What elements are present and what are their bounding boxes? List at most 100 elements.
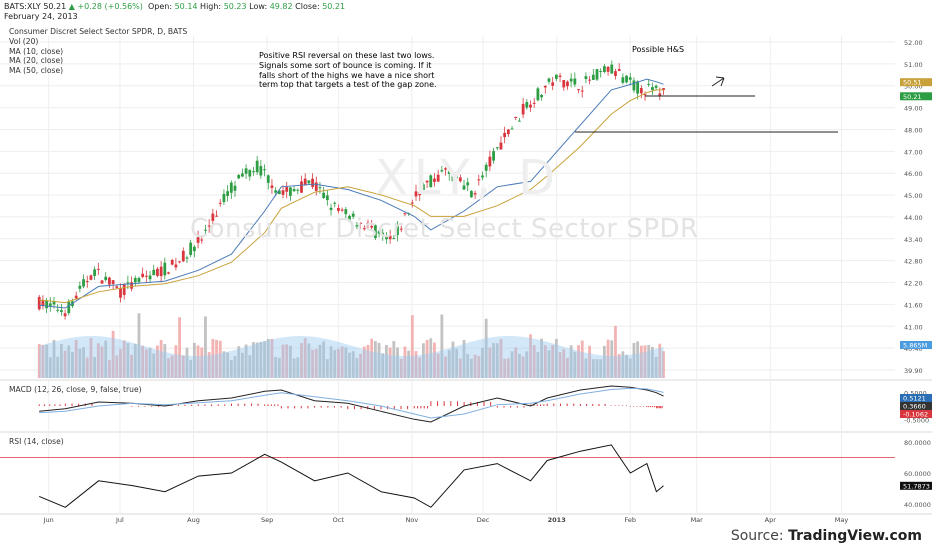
candle-body	[495, 147, 499, 149]
volume-bar	[318, 344, 322, 378]
symbol: BATS:XLY	[4, 2, 41, 11]
macd-last-value: 0.3660	[903, 403, 926, 411]
candle-body	[274, 190, 278, 193]
legend-vol[interactable]: Vol (20)	[9, 36, 39, 46]
candle-body	[355, 225, 359, 227]
candle-body	[252, 171, 255, 173]
candle-body	[178, 261, 181, 263]
volume-bar	[71, 351, 74, 378]
candle-body	[85, 281, 89, 283]
macd-label[interactable]: MACD (12, 26, close, 9, false, true)	[9, 385, 142, 394]
volume-bar	[100, 346, 104, 378]
volume-bar	[407, 350, 411, 378]
volume-bar	[654, 356, 658, 378]
candle-body	[359, 222, 362, 224]
volume-bar	[547, 350, 551, 378]
candle-body	[277, 190, 281, 195]
last-price-tag	[900, 92, 932, 101]
volume-bar	[447, 350, 451, 378]
volume-bar	[385, 345, 388, 378]
volume-bar	[159, 339, 163, 378]
volume-bar	[610, 340, 614, 378]
volume-bar	[285, 344, 289, 378]
legend-ma20[interactable]: MA (20, close)	[9, 56, 64, 66]
volume-bar	[492, 343, 495, 378]
candle-body	[292, 189, 296, 192]
candle-body	[244, 168, 248, 174]
volume-bar	[481, 347, 484, 378]
volume-bar	[85, 357, 89, 378]
volume-bar	[82, 347, 85, 378]
volume-bar	[263, 341, 266, 378]
volume-bar	[444, 356, 447, 378]
candle-body	[625, 75, 628, 83]
volume-bar	[211, 338, 215, 378]
price-tick-label: 52.00	[904, 39, 923, 47]
x-tick-label: Oct	[333, 516, 345, 524]
candle-body	[566, 81, 569, 87]
candle-body	[477, 179, 481, 181]
candle-body	[181, 250, 185, 262]
volume-bar	[514, 347, 518, 378]
candle-body	[514, 116, 518, 118]
volume-bar	[56, 356, 60, 378]
candle-body	[215, 215, 218, 217]
candle-body	[344, 209, 348, 215]
candle-body	[584, 76, 588, 79]
volume-bar	[248, 355, 252, 378]
candle-body	[473, 193, 477, 195]
legend-ma10[interactable]: MA (10, close)	[9, 46, 64, 56]
candle-body	[433, 178, 436, 182]
volume-bar	[580, 340, 584, 378]
rsi-annotation: Positive RSI reversal on these last two …	[259, 51, 437, 90]
volume-bar	[588, 345, 592, 378]
price-tick-label: 51.00	[904, 61, 923, 69]
volume-bar	[377, 342, 381, 378]
candle-body	[237, 175, 241, 179]
volume-bar	[144, 349, 148, 378]
macd-last-tag	[900, 402, 932, 410]
price-tick-label: 44.00	[904, 214, 923, 222]
candle-body	[314, 182, 318, 191]
volume-bar	[510, 351, 514, 378]
candle-body	[167, 272, 170, 274]
candle-body	[396, 226, 399, 236]
volume-bar	[639, 345, 643, 378]
indicator-legend: Consumer Discret Select Sector SPDR, D, …	[9, 27, 187, 76]
candle-body	[654, 85, 658, 88]
candle-body	[506, 129, 510, 135]
candle-body	[133, 277, 137, 283]
volume-bar	[599, 359, 603, 378]
candle-body	[156, 268, 159, 276]
candle-body	[144, 275, 148, 277]
volume-bar	[311, 349, 314, 378]
volume-bar	[167, 358, 170, 378]
candle-body	[185, 257, 189, 259]
volume-bar	[606, 339, 610, 378]
x-tick-label: Jul	[115, 516, 124, 524]
price-tick-label: 48.00	[904, 126, 923, 134]
legend-ma50[interactable]: MA (50, close)	[9, 66, 64, 76]
volume-bar	[647, 344, 651, 378]
candle-body	[285, 187, 289, 192]
rsi-label[interactable]: RSI (14, close)	[9, 437, 64, 446]
volume-bar	[466, 353, 470, 378]
candle-body	[340, 209, 344, 211]
x-tick-label: Dec	[477, 516, 490, 524]
volume-bar	[558, 352, 562, 378]
candle-body	[595, 69, 599, 80]
macd-last-tag	[900, 394, 932, 402]
volume-bar	[355, 357, 359, 378]
candle-body	[300, 181, 303, 193]
candle-body	[525, 102, 529, 108]
volume-bar	[381, 353, 385, 378]
rsi-tick-label: 80.0000	[904, 439, 931, 447]
candle-body	[189, 242, 193, 256]
volume-bar	[74, 340, 78, 378]
volume-bar	[562, 349, 566, 378]
candle-body	[362, 228, 366, 230]
candle-body	[543, 85, 547, 88]
price-tick-label: 47.00	[904, 148, 923, 156]
price-tick-label: 39.90	[904, 367, 923, 375]
